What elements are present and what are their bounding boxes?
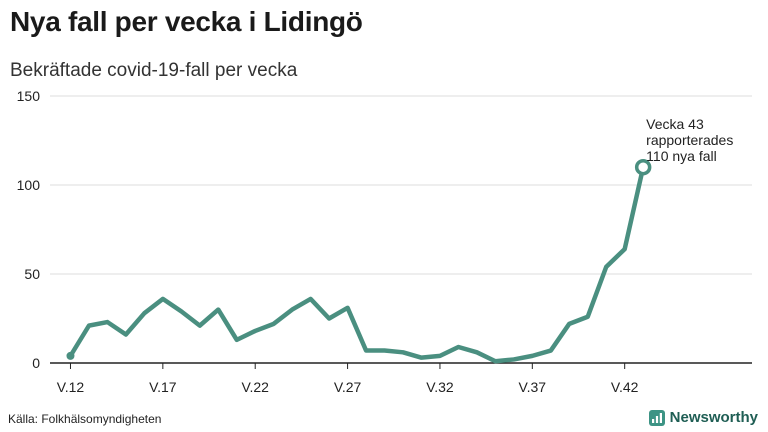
annotation-line-1: rapporterades [646, 132, 733, 148]
y-tick-label-150: 150 [17, 88, 41, 104]
x-tick-label-12: V.12 [57, 379, 85, 395]
x-tick-label-22: V.22 [241, 379, 269, 395]
y-tick-label-100: 100 [17, 177, 41, 193]
brand-logo: Newsworthy [648, 409, 758, 426]
y-tick-label-50: 50 [24, 266, 40, 282]
x-tick-label-37: V.37 [519, 379, 547, 395]
end-point-marker [634, 158, 652, 176]
x-tick-label-17: V.17 [149, 379, 177, 395]
x-tick-label-27: V.27 [334, 379, 362, 395]
chart-subtitle: Bekräftade covid-19-fall per vecka [10, 60, 298, 81]
brand-name: Newsworthy [669, 409, 758, 426]
start-point-marker [66, 351, 75, 360]
series-line-0 [68, 164, 646, 364]
annotation-line-2: 110 nya fall [646, 148, 717, 164]
x-tick-label-42: V.42 [611, 379, 639, 395]
annotation-line-0: Vecka 43 [646, 116, 704, 132]
source-note: Källa: Folkhälsomyndigheten [8, 412, 162, 426]
chart-title: Nya fall per vecka i Lidingö [10, 6, 363, 37]
newsworthy-logo-icon [648, 409, 665, 426]
y-tick-label-0: 0 [32, 355, 40, 371]
x-tick-label-32: V.32 [426, 379, 454, 395]
